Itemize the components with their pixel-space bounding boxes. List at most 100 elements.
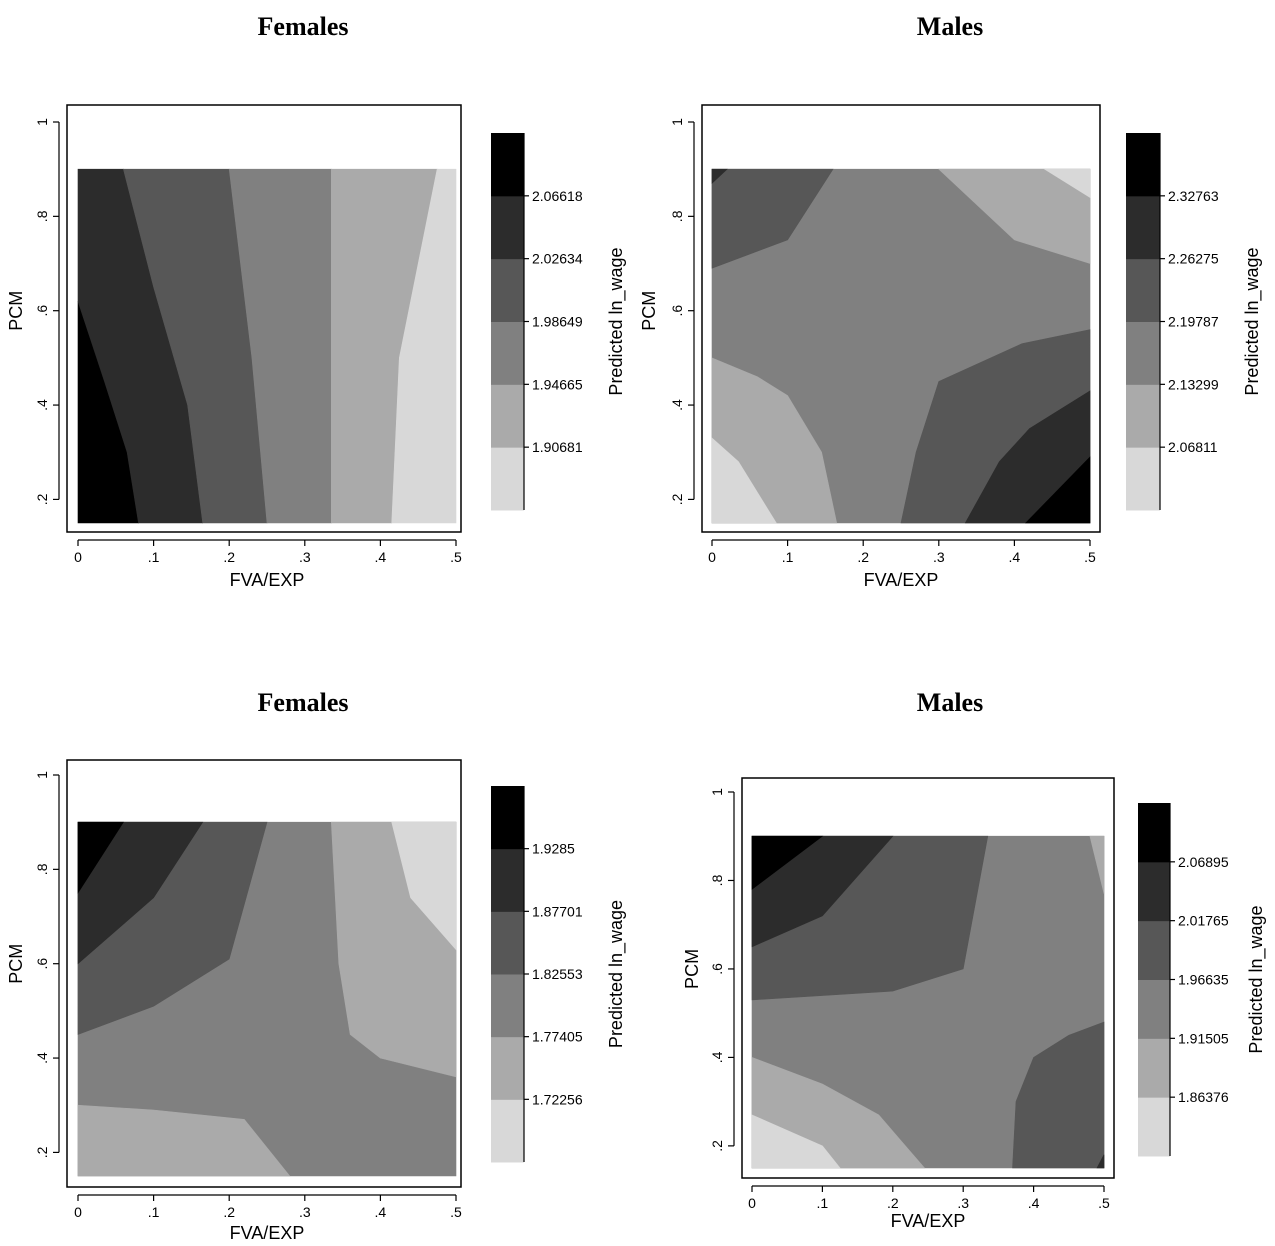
colorbar-tick-label: 1.82553 xyxy=(532,966,583,982)
colorbar-band-0 xyxy=(1138,1097,1170,1157)
contour-region-level-1 xyxy=(938,168,1091,264)
x-tick-label: .2 xyxy=(857,549,869,565)
y-tick-label: .6 xyxy=(669,305,685,317)
colorbar-title: Predicted ln_wage xyxy=(606,900,627,1048)
colorbar: 1.90681 1.94665 1.98649 2.02634 2.06618 Predi… xyxy=(491,133,627,511)
x-tick-label: .2 xyxy=(223,1204,235,1220)
colorbar-tick-label: 1.90681 xyxy=(532,439,583,455)
y-tick-label: 1 xyxy=(709,788,725,796)
x-tick-label: .5 xyxy=(1084,549,1096,565)
contour-region-level-0 xyxy=(751,1114,841,1169)
x-tick-label: 0 xyxy=(708,549,716,565)
contour-region-level-0 xyxy=(711,437,777,524)
y-tick-label: .8 xyxy=(669,210,685,222)
y-tick-label: .4 xyxy=(34,399,50,411)
contour-region-level-1 xyxy=(77,1104,291,1177)
colorbar-band-0 xyxy=(491,447,524,511)
colorbar-tick-label: 2.19787 xyxy=(1168,314,1219,330)
y-tick-label: .6 xyxy=(34,958,50,970)
colorbar-band-2 xyxy=(1126,321,1160,385)
colorbar-band-3 xyxy=(491,911,524,975)
colorbar-band-1 xyxy=(491,1036,524,1100)
chart-title: Females xyxy=(258,688,349,717)
y-tick-label: .2 xyxy=(669,493,685,505)
colorbar-tick-label: 1.96635 xyxy=(1178,972,1229,988)
colorbar: 2.06811 2.13299 2.19787 2.26275 2.32763 Predi… xyxy=(1126,133,1263,511)
colorbar-band-1 xyxy=(491,384,524,448)
chart-title: Males xyxy=(917,12,983,41)
x-tick-label: .5 xyxy=(450,1204,462,1220)
x-tick-label: .4 xyxy=(1009,549,1021,565)
contour-region-level-3 xyxy=(711,168,834,269)
chart-title: Females xyxy=(258,12,349,41)
colorbar-tick-label: 2.06618 xyxy=(532,188,583,204)
colorbar-band-0 xyxy=(1126,447,1160,511)
colorbar-tick-label: 1.91505 xyxy=(1178,1030,1229,1046)
colorbar-tick-label: 1.9285 xyxy=(532,841,575,857)
colorbar-band-1 xyxy=(1138,1038,1170,1098)
colorbar-band-2 xyxy=(1138,979,1170,1039)
x-axis-label: FVA/EXP xyxy=(864,570,939,590)
colorbar-band-3 xyxy=(1138,920,1170,980)
x-tick-label: .2 xyxy=(887,1195,899,1211)
chart-title: Males xyxy=(917,688,983,717)
x-tick-label: .3 xyxy=(299,1204,311,1220)
x-axis-label: FVA/EXP xyxy=(891,1211,966,1231)
colorbar-band-3 xyxy=(491,258,524,322)
contour-region-level-5 xyxy=(77,821,124,894)
contour-region-level-5 xyxy=(751,835,824,890)
contour-region-level-4 xyxy=(711,168,728,184)
contour-region-level-0 xyxy=(391,821,457,951)
panel-top-left: Females .2 .4 .6 .8 1 PCM 0 .1 .2 .3 .4 .5 FVA/EXP 1.9… xyxy=(6,12,627,590)
contour-region-level-2 xyxy=(228,168,332,524)
colorbar-tick-label: 1.87701 xyxy=(532,903,583,919)
contour-region-level-1 xyxy=(1089,835,1105,894)
panel-bottom-right: Males .2 .4 .6 .8 1 PCM 0 .1 .2 .3 .4 .5 FVA/EXP 1.863… xyxy=(682,688,1267,1231)
panel-bottom-left: Females .2 .4 .6 .8 1 PCM 0 .1 .2 .3 .4 .5 FVA/EXP 1.7… xyxy=(6,688,627,1243)
contour-region-level-0 xyxy=(391,168,457,524)
colorbar-band-5 xyxy=(1126,133,1160,197)
x-tick-label: 0 xyxy=(748,1195,756,1211)
colorbar-band-2 xyxy=(491,321,524,385)
colorbar-band-1 xyxy=(1126,384,1160,448)
colorbar-tick-label: 1.86376 xyxy=(1178,1089,1229,1105)
x-tick-label: .2 xyxy=(223,549,235,565)
contour-region-level-5 xyxy=(1024,456,1091,524)
y-axis-label: PCM xyxy=(6,944,26,984)
y-axis-label: PCM xyxy=(6,291,26,331)
x-tick-label: .4 xyxy=(1028,1195,1040,1211)
contour-region-level-0 xyxy=(1043,168,1091,199)
y-tick-label: 1 xyxy=(34,771,50,779)
x-tick-label: .1 xyxy=(148,1204,160,1220)
colorbar-band-4 xyxy=(491,848,524,912)
contour-region-level-4 xyxy=(1096,1154,1105,1169)
y-tick-label: .2 xyxy=(34,1146,50,1158)
colorbar-tick-label: 2.26275 xyxy=(1168,251,1219,267)
colorbar-tick-label: 1.94665 xyxy=(532,376,583,392)
colorbar-tick-label: 1.72256 xyxy=(532,1091,583,1107)
colorbar-tick-label: 2.06895 xyxy=(1178,854,1229,870)
colorbar: 1.72256 1.77405 1.82553 1.87701 1.9285 Predic… xyxy=(491,786,627,1163)
y-tick-label: 1 xyxy=(34,118,50,126)
panel-top-right: Males .2 .4 .6 .8 1 PCM 0 .1 .2 .3 .4 .5 FVA/EXP 2.068… xyxy=(639,12,1263,590)
x-tick-label: 0 xyxy=(74,549,82,565)
colorbar-tick-label: 2.01765 xyxy=(1178,913,1229,929)
colorbar-title: Predicted ln_wage xyxy=(1246,905,1267,1053)
colorbar-band-5 xyxy=(491,133,524,197)
colorbar-band-4 xyxy=(491,195,524,260)
colorbar-band-5 xyxy=(1138,803,1170,863)
y-tick-label: .8 xyxy=(34,863,50,875)
y-tick-label: .6 xyxy=(709,963,725,975)
colorbar-tick-label: 2.32763 xyxy=(1168,188,1219,204)
x-tick-label: .3 xyxy=(957,1195,969,1211)
colorbar-title: Predicted ln_wage xyxy=(1242,247,1263,395)
colorbar-band-2 xyxy=(491,974,524,1038)
y-tick-label: .8 xyxy=(709,874,725,886)
colorbar-tick-label: 2.13299 xyxy=(1168,376,1219,392)
colorbar-tick-label: 2.02634 xyxy=(532,251,583,267)
colorbar-tick-label: 1.98649 xyxy=(532,314,583,330)
x-tick-label: .1 xyxy=(817,1195,829,1211)
y-tick-label: .2 xyxy=(34,493,50,505)
y-axis-label: PCM xyxy=(639,291,659,331)
colorbar-band-0 xyxy=(491,1099,524,1163)
